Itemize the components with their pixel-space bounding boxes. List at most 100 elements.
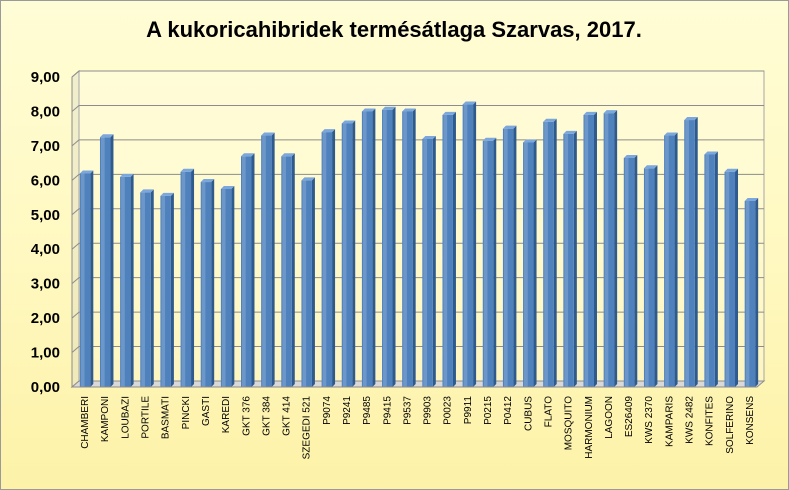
bar [261,132,275,387]
y-tick-label: 8,00 [31,103,60,120]
bar [583,111,597,387]
bar-top [482,137,497,141]
bar-highlight [705,154,710,387]
x-tick-label: P9903 [423,396,434,425]
bar-front [523,142,534,387]
bar-highlight [483,140,488,387]
bar [502,125,517,388]
bar-highlight [282,156,286,387]
bar [341,120,356,387]
bar-top [462,101,477,105]
bar-front [502,128,514,387]
bar-front [341,123,353,387]
bar-top [442,111,456,115]
bar-highlight [242,156,246,387]
bar-front [160,195,171,387]
bar-highlight [564,133,569,387]
side-wall [71,69,80,389]
bar-highlight [745,201,750,387]
bar-front [382,109,393,387]
bar-front [724,171,736,387]
bar-side [271,132,275,387]
bar-highlight [544,121,548,388]
bar [160,192,174,387]
x-tick-label: KWS 2370 [644,396,655,444]
bar-highlight [221,188,226,387]
bar-front [422,139,433,387]
bar-front [462,104,474,388]
bar [361,108,376,387]
bar-highlight [322,132,327,387]
bar-front [603,113,615,388]
bar-top [684,117,698,121]
bar-front [643,168,655,387]
bar-top [341,120,356,124]
bar-side [714,151,718,387]
bar-highlight [423,139,428,387]
bar-top [563,130,577,134]
bar-side [755,198,759,387]
bar-highlight [624,157,629,387]
bar-highlight [604,113,609,388]
gridline [71,104,764,112]
bar-highlight [181,171,186,387]
bar-highlight [665,135,669,387]
x-tick-label: KAMPARIS [664,396,675,447]
bar-side [533,139,537,387]
bar-highlight [201,182,206,387]
bar [704,151,718,387]
x-tick-label: P0215 [483,396,494,425]
bar-front [79,173,91,387]
bar [684,117,698,388]
x-tick-label: KAMPONI [100,396,111,442]
bar-top [180,168,195,172]
x-tick-label: LOUBAZI [120,396,131,439]
bar-top [321,129,336,133]
x-tick-label: HARMONIUM [584,396,595,459]
bar-side [473,101,477,388]
bar-side [654,165,658,387]
bar [543,118,557,388]
bar-side [191,168,195,387]
x-tick-label: ES26409 [624,396,635,438]
bar-side [735,168,739,387]
bar-highlight [342,123,347,387]
chart-title: A kukoricahibridek termésátlaga Szarvas,… [146,17,642,42]
bar-side [150,189,154,387]
bar-front [140,192,151,387]
y-tick-label: 7,00 [31,138,60,155]
x-tick-label: PORTILE [141,396,152,439]
x-tick-label: GKT 384 [261,396,272,436]
x-tick-label: KWS 2482 [684,396,695,444]
bar-top [261,132,275,136]
bar-top [744,198,759,201]
bar-front [684,120,695,388]
bar-side [352,120,356,387]
bar-side [392,106,396,387]
x-tick-label: P9074 [322,396,333,425]
bar-top [120,173,134,177]
bar [744,198,759,387]
bar-top [543,118,557,122]
bar-highlight [463,104,468,388]
bar-highlight [302,180,307,387]
x-tick-label: GASTI [201,396,212,426]
bar-side [110,134,114,387]
bar-front [744,201,756,387]
bar-side [90,170,94,387]
bar-side [593,111,597,387]
bar [643,165,658,387]
bar-top [523,139,537,143]
bar [140,189,154,387]
bar-top [361,108,376,112]
bar-front [543,121,554,388]
bar [281,153,295,387]
bar-highlight [100,137,105,387]
bar [482,137,497,387]
x-tick-label: BASMATI [161,396,172,439]
bar [603,110,618,388]
y-tick-label: 9,00 [31,69,60,86]
bar [120,173,134,387]
bar-top [241,153,255,157]
bar-front [704,154,715,387]
